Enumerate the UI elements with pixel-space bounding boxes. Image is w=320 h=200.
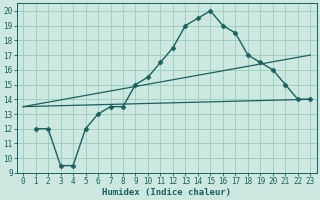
X-axis label: Humidex (Indice chaleur): Humidex (Indice chaleur) [102, 188, 231, 197]
